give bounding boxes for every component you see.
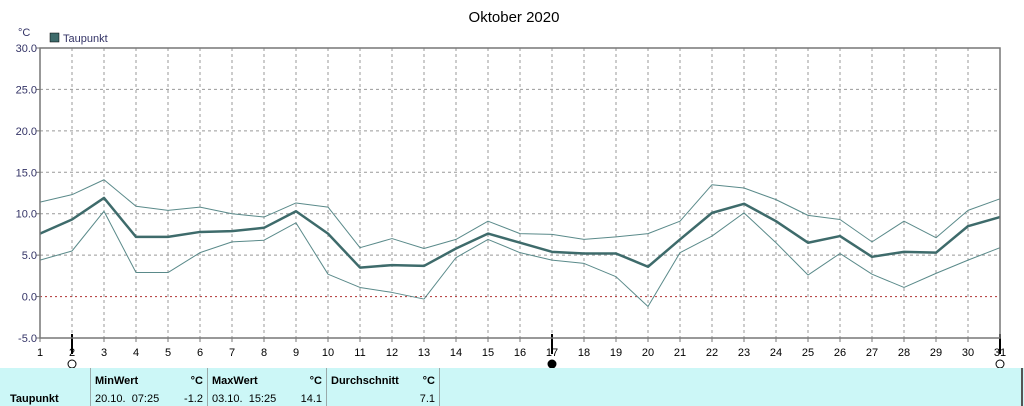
x-tick-label: 29 [930, 347, 942, 359]
x-tick-label: 8 [261, 347, 267, 359]
stats-max-cell: MaxWert °C 03.10. 15:25 14.1 [207, 368, 326, 406]
stats-avg-value: 7.1 [419, 393, 435, 405]
x-tick-label: 4 [133, 347, 139, 359]
stats-min-timestamp: 20.10. 07:25 [95, 393, 160, 405]
y-tick-label: 5.0 [22, 250, 37, 262]
x-tick-label: 28 [898, 347, 910, 359]
stats-min-cell: MinWert °C 20.10. 07:25 -1.2 [90, 368, 207, 406]
stats-max-timestamp: 03.10. 15:25 [212, 393, 277, 405]
stats-max-unit: °C [309, 375, 322, 387]
stats-max-value: 14.1 [300, 393, 322, 405]
y-tick-label: 15.0 [16, 167, 37, 179]
x-tick-label: 11 [354, 347, 365, 359]
x-tick-label: 20 [642, 347, 654, 359]
series-line-max [39, 179, 1001, 250]
legend-label: Taupunkt [63, 33, 108, 45]
full-moon-icon [67, 359, 77, 368]
chart: Oktober 2020 °C Taupunkt 30.025.020.015.… [16, 9, 1006, 368]
x-tick-label: 18 [578, 347, 590, 359]
x-tick-label: 15 [482, 347, 494, 359]
stats-series-label: Taupunkt [10, 393, 59, 405]
series-line-mean [39, 196, 1001, 269]
x-tick-label: 26 [834, 347, 846, 359]
x-tick-label: 23 [738, 347, 750, 359]
y-axis-unit: °C [18, 27, 30, 39]
stats-min-unit: °C [190, 375, 203, 387]
chart-title: Oktober 2020 [469, 9, 560, 26]
x-tick-label: 16 [514, 347, 526, 359]
x-tick-label: 22 [706, 347, 718, 359]
stats-avg-unit: °C [422, 375, 435, 387]
x-tick-label: 7 [229, 347, 235, 359]
x-tick-label: 27 [866, 347, 878, 359]
series-line-min [39, 210, 1001, 308]
x-tick-label: 3 [101, 347, 107, 359]
plot-frame [39, 47, 1001, 339]
stats-avg-cell: Durchschnitt °C 7.1 [326, 368, 440, 406]
x-tick-label: 1 [37, 347, 43, 359]
x-tick-label: 25 [802, 347, 814, 359]
y-tick-label: 25.0 [16, 84, 37, 96]
x-tick-label: 21 [674, 347, 686, 359]
stats-right-edge [1021, 368, 1024, 406]
x-tick-label: 14 [450, 347, 462, 359]
stats-min-header: MinWert [95, 375, 139, 387]
y-tick-label: 10.0 [16, 209, 37, 221]
stats-avg-header: Durchschnitt [331, 375, 399, 387]
stats-max-header: MaxWert [212, 375, 258, 387]
x-tick-label: 10 [322, 347, 334, 359]
y-tick-label: -5.0 [18, 333, 37, 345]
x-tick-label: 24 [770, 347, 782, 359]
x-tick-label: 30 [962, 347, 974, 359]
stats-min-value: -1.2 [184, 393, 203, 405]
x-tick-label: 9 [293, 347, 299, 359]
x-tick-label: 12 [386, 347, 398, 359]
x-tick-label: 13 [418, 347, 430, 359]
new-moon-icon [547, 359, 557, 368]
legend-swatch [49, 32, 60, 43]
x-tick-label: 5 [165, 347, 171, 359]
full-moon-icon [995, 359, 1005, 368]
x-tick-label: 19 [610, 347, 622, 359]
y-tick-label: 0.0 [22, 292, 37, 304]
y-tick-label: 30.0 [16, 43, 37, 55]
stats-table: MinWert °C 20.10. 07:25 -1.2 MaxWert °C … [0, 368, 1024, 406]
y-tick-label: 20.0 [16, 126, 37, 138]
x-tick-label: 6 [197, 347, 203, 359]
